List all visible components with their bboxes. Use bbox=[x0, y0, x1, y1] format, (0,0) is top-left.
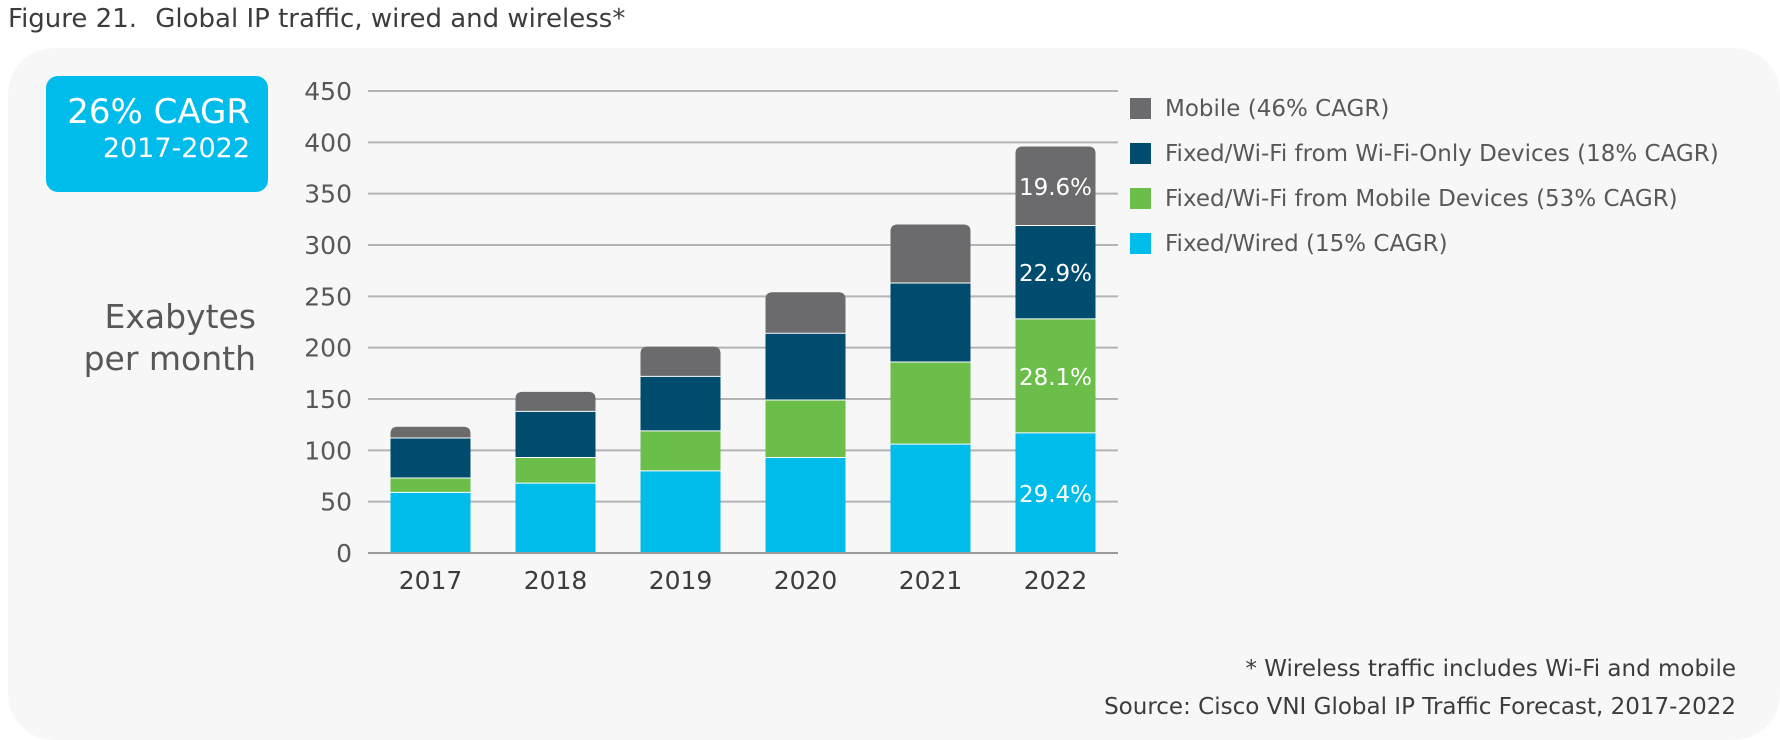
bar-segment bbox=[390, 492, 471, 553]
x-tick-label: 2022 bbox=[1024, 566, 1088, 595]
y-axis-label-line-1: Exabytes bbox=[104, 297, 256, 336]
data-label: 19.6% bbox=[1019, 175, 1092, 201]
bar-segment bbox=[890, 444, 971, 553]
bar-segment bbox=[640, 346, 721, 377]
x-tick-label: 2017 bbox=[399, 566, 463, 595]
y-tick-label: 350 bbox=[304, 180, 352, 209]
y-tick-label: 300 bbox=[304, 231, 352, 260]
legend-swatch bbox=[1130, 143, 1151, 164]
x-tick-label: 2018 bbox=[524, 566, 588, 595]
bar-segment bbox=[765, 457, 846, 553]
legend-label: Fixed/Wi-Fi from Mobile Devices (53% CAG… bbox=[1165, 185, 1678, 212]
bar-segment bbox=[890, 282, 971, 363]
figure-title-text: Global IP traffic, wired and wireless* bbox=[155, 4, 626, 34]
y-tick-label: 200 bbox=[304, 334, 352, 363]
footnote-source: Source: Cisco VNI Global IP Traffic Fore… bbox=[1104, 694, 1736, 720]
bar-segment bbox=[515, 457, 596, 484]
y-tick-label: 0 bbox=[336, 539, 352, 568]
data-label: 28.1% bbox=[1019, 365, 1092, 391]
cagr-value: 26% CAGR bbox=[67, 92, 250, 132]
bar-segment bbox=[640, 470, 721, 553]
bar-segment bbox=[1015, 318, 1096, 433]
bar-segment bbox=[765, 333, 846, 401]
cagr-range: 2017-2022 bbox=[102, 133, 250, 164]
legend-swatch bbox=[1130, 98, 1151, 119]
legend-swatch bbox=[1130, 188, 1151, 209]
legend-item: Fixed/Wired (15% CAGR) bbox=[1130, 221, 1719, 266]
y-tick-label: 100 bbox=[304, 436, 352, 465]
y-tick-label: 50 bbox=[320, 488, 352, 517]
y-axis-label: Exabytes per month bbox=[60, 296, 256, 380]
cagr-badge: 26% CAGR 2017-2022 bbox=[46, 76, 268, 192]
footnote-wireless: * Wireless traffic includes Wi-Fi and mo… bbox=[1245, 656, 1736, 682]
bar-segment bbox=[515, 483, 596, 553]
data-label: 22.9% bbox=[1019, 261, 1092, 287]
bar-segment bbox=[765, 292, 846, 334]
bar-segment bbox=[1015, 432, 1096, 553]
bar-segment bbox=[515, 391, 596, 412]
legend-swatch bbox=[1130, 233, 1151, 254]
bar-segment bbox=[765, 400, 846, 458]
bar-segment bbox=[390, 426, 471, 439]
legend-item: Mobile (46% CAGR) bbox=[1130, 86, 1719, 131]
data-label: 29.4% bbox=[1019, 482, 1092, 508]
y-tick-label: 400 bbox=[304, 128, 352, 157]
legend-label: Fixed/Wi-Fi from Wi-Fi-Only Devices (18%… bbox=[1165, 140, 1719, 167]
figure-number: Figure 21. bbox=[8, 4, 137, 34]
bar-segment bbox=[1015, 146, 1096, 226]
bar-segment bbox=[890, 362, 971, 445]
bar-segment bbox=[640, 376, 721, 431]
legend-item: Fixed/Wi-Fi from Mobile Devices (53% CAG… bbox=[1130, 176, 1719, 221]
legend-label: Mobile (46% CAGR) bbox=[1165, 95, 1390, 122]
legend-label: Fixed/Wired (15% CAGR) bbox=[1165, 230, 1448, 257]
bar-segment bbox=[890, 224, 971, 283]
chart-legend: Mobile (46% CAGR) Fixed/Wi-Fi from Wi-Fi-… bbox=[1130, 86, 1719, 266]
y-axis-label-line-2: per month bbox=[83, 339, 256, 378]
legend-item: Fixed/Wi-Fi from Wi-Fi-Only Devices (18%… bbox=[1130, 131, 1719, 176]
bar-segment bbox=[390, 478, 471, 493]
y-tick-label: 450 bbox=[304, 77, 352, 106]
bar-segment bbox=[515, 411, 596, 458]
y-tick-label: 150 bbox=[304, 385, 352, 414]
figure-title: Figure 21. Global IP traffic, wired and … bbox=[8, 4, 625, 34]
bar-segment bbox=[1015, 225, 1096, 319]
x-tick-label: 2021 bbox=[899, 566, 963, 595]
x-tick-label: 2020 bbox=[774, 566, 838, 595]
bar-segment bbox=[390, 438, 471, 479]
x-tick-label: 2019 bbox=[649, 566, 713, 595]
bar-segment bbox=[640, 430, 721, 471]
y-tick-label: 250 bbox=[304, 282, 352, 311]
